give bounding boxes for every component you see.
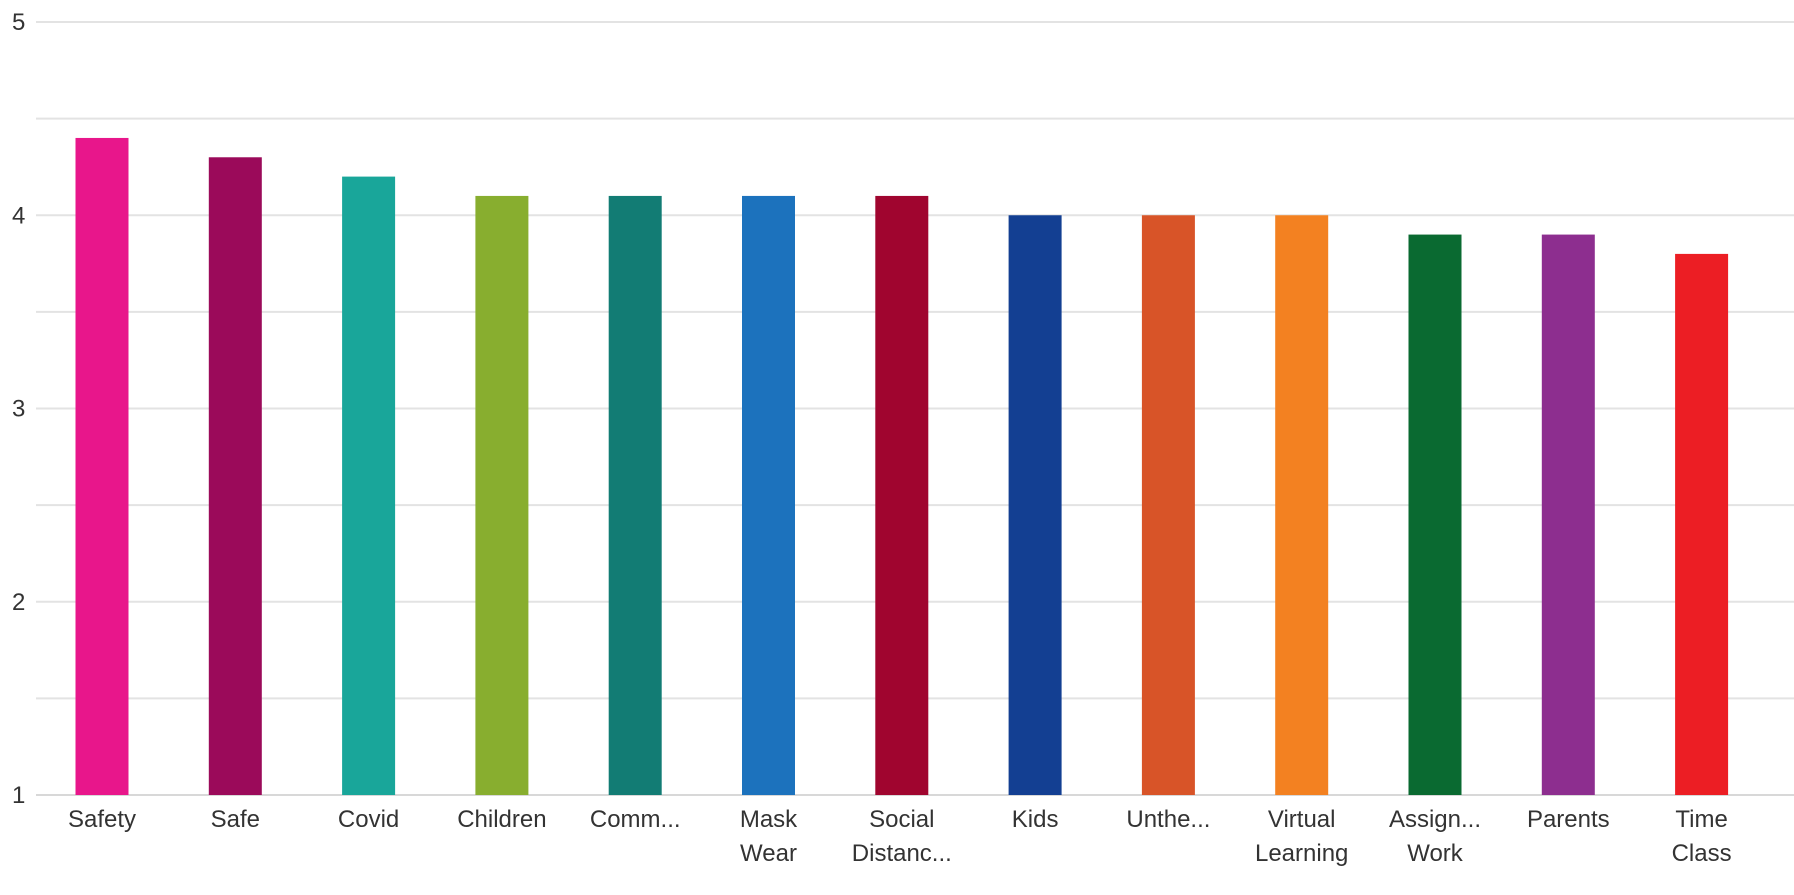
bar[interactable]	[1408, 234, 1462, 795]
y-tick-label: 1	[12, 782, 25, 809]
x-axis-labels: Safety Safe Covid Children Comm... Mask Wear So…	[68, 806, 1732, 867]
y-tick-label: 5	[12, 9, 25, 36]
bar[interactable]	[1275, 215, 1329, 795]
x-category-label: Assign...	[1389, 806, 1481, 833]
x-category-label: Class	[1672, 840, 1732, 867]
bars	[75, 137, 1729, 796]
y-tick-label: 2	[12, 589, 25, 616]
bar[interactable]	[1675, 253, 1729, 795]
x-category-label: Social	[869, 806, 934, 833]
bar[interactable]	[1141, 215, 1195, 795]
x-category-label: Unthe...	[1126, 806, 1210, 833]
bar[interactable]	[1008, 215, 1062, 795]
x-category-label: Children	[457, 806, 546, 833]
x-category-label: Time	[1675, 806, 1727, 833]
x-category-label: Safe	[211, 806, 260, 833]
x-category-label: Covid	[338, 806, 399, 833]
bar[interactable]	[208, 157, 262, 795]
bar[interactable]	[608, 195, 662, 796]
x-category-label: Kids	[1012, 806, 1059, 833]
x-category-label: Safety	[68, 806, 136, 833]
x-category-label: Learning	[1255, 840, 1348, 867]
bar[interactable]	[75, 137, 129, 795]
x-category-label: Wear	[740, 840, 797, 867]
x-category-label: Work	[1407, 840, 1464, 867]
x-category-label: Mask	[740, 806, 798, 833]
x-category-label: Virtual	[1268, 806, 1336, 833]
y-tick-label: 3	[12, 396, 25, 423]
y-tick-label: 4	[12, 202, 25, 229]
y-axis-ticks: 1 2 3 4 5	[12, 9, 25, 809]
bar[interactable]	[342, 176, 396, 796]
x-category-label: Comm...	[590, 806, 681, 833]
bar[interactable]	[742, 195, 795, 796]
bar[interactable]	[475, 195, 529, 796]
x-category-label: Parents	[1527, 806, 1610, 833]
bar[interactable]	[1541, 234, 1595, 795]
bar[interactable]	[875, 195, 929, 796]
x-category-label: Distanc...	[852, 840, 952, 867]
